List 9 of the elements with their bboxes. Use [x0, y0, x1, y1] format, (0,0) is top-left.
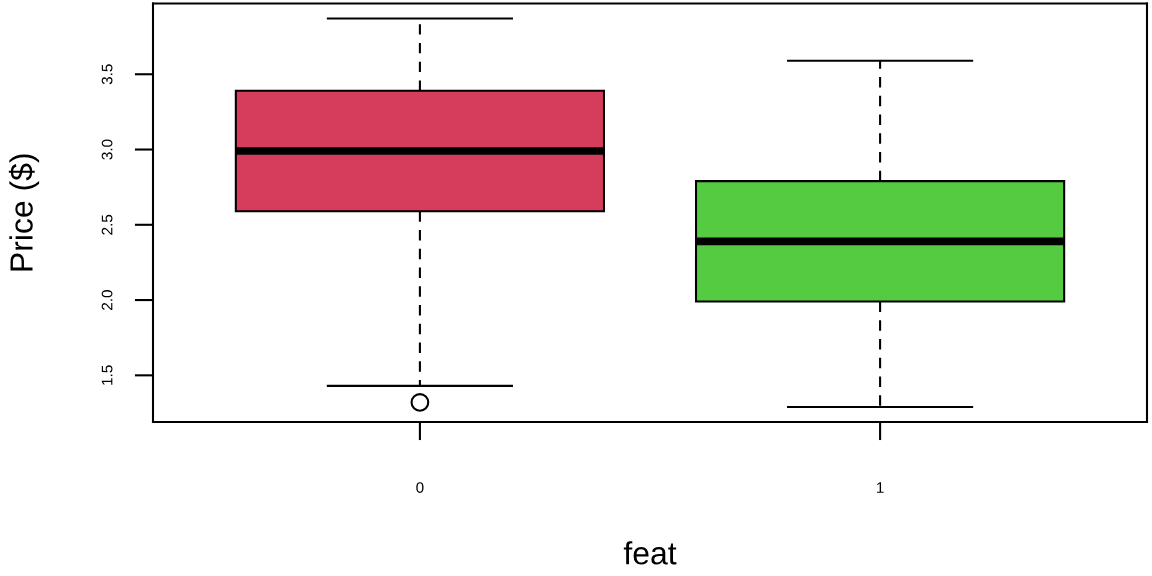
x-tick-label: 0: [416, 482, 424, 493]
y-tick-label: 3.0: [101, 139, 113, 160]
y-tick-label: 2.5: [101, 214, 113, 235]
x-tick-label: 1: [877, 482, 884, 493]
x-axis-title: feat: [623, 541, 677, 565]
y-tick-label: 2.0: [101, 290, 113, 310]
y-tick-label: 1.5: [101, 365, 113, 385]
y-axis-title: Price ($): [8, 154, 40, 271]
y-tick-label: 3.5: [101, 64, 113, 85]
